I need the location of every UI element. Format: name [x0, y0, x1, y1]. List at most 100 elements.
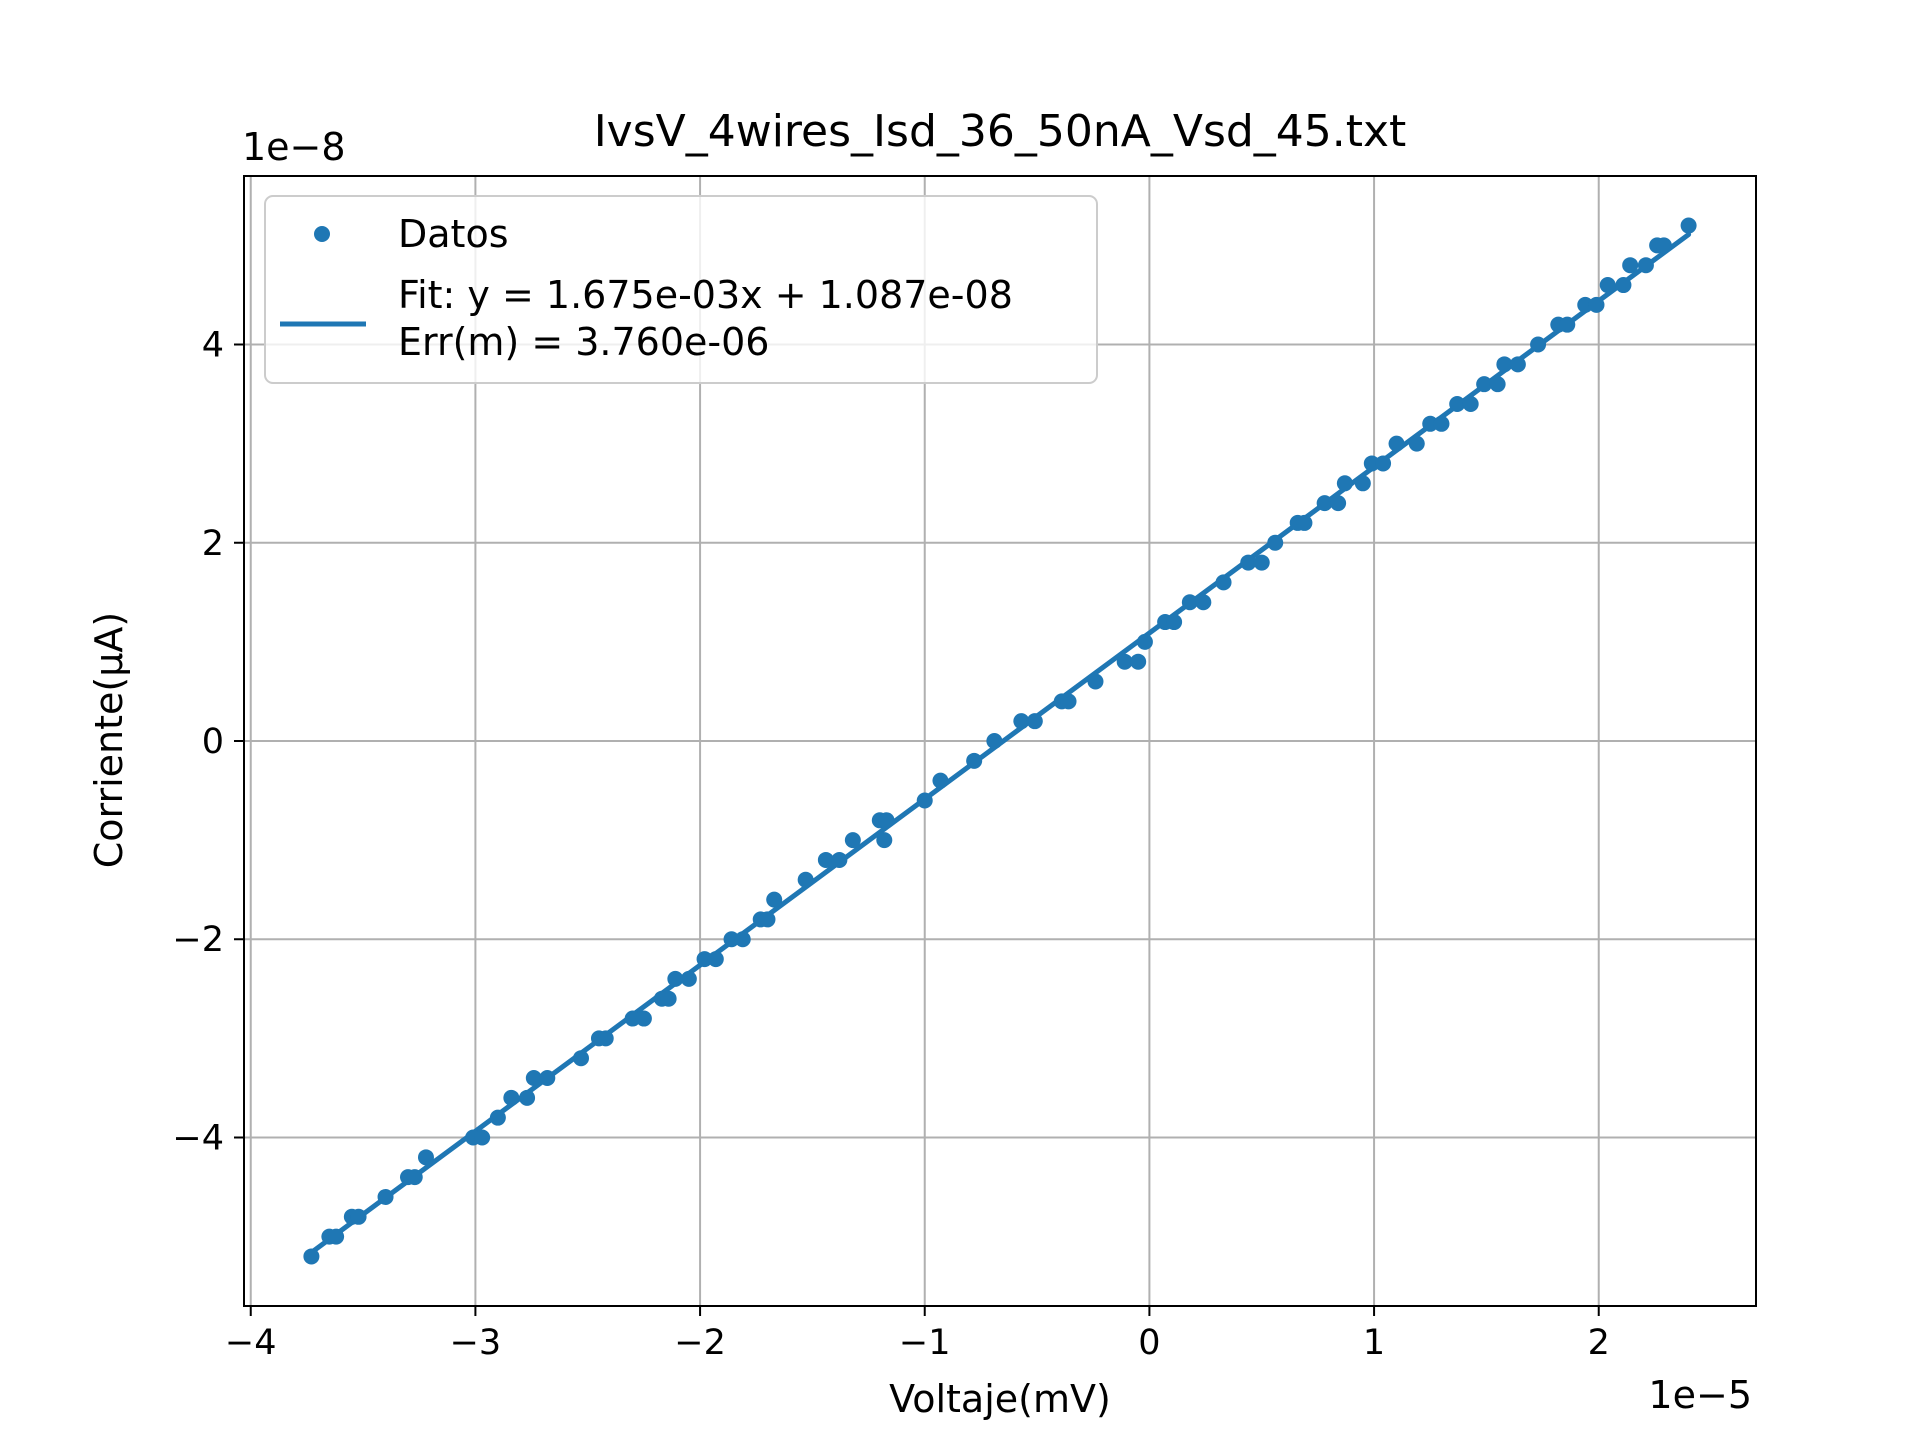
data-point — [597, 1030, 614, 1047]
legend-label-fit-line: Fit: y = 1.675e-03x + 1.087e-08 — [398, 273, 1013, 317]
data-point — [723, 931, 740, 948]
data-point — [474, 1129, 491, 1146]
x-tick-label: 0 — [1138, 1323, 1160, 1363]
data-point — [303, 1248, 320, 1265]
data-point — [1166, 614, 1183, 631]
x-axis-ticks: −4 −3 −2 −1 0 1 2 — [225, 1306, 1610, 1363]
data-point — [1462, 395, 1479, 412]
data-point — [1559, 316, 1576, 333]
x-tick-label: −4 — [225, 1323, 277, 1363]
data-point — [635, 1010, 652, 1027]
legend-label-fit-line: Err(m) = 3.760e-06 — [398, 320, 769, 364]
data-point — [1637, 257, 1654, 274]
data-point — [1296, 514, 1313, 531]
data-point — [406, 1169, 423, 1186]
data-point — [489, 1109, 506, 1126]
y-axis-offset-label: 1e−8 — [242, 125, 346, 169]
x-tick-label: 2 — [1588, 1323, 1610, 1363]
data-point — [797, 871, 814, 888]
data-point — [1433, 415, 1450, 432]
data-point — [1215, 574, 1232, 591]
data-point — [1195, 594, 1212, 611]
data-point — [966, 752, 983, 769]
data-point — [1330, 495, 1347, 512]
data-point — [667, 970, 684, 987]
data-point — [1354, 475, 1371, 492]
data-point — [1615, 277, 1632, 294]
data-point — [680, 970, 697, 987]
data-point — [525, 1070, 542, 1087]
data-point — [1577, 296, 1594, 313]
data-point — [1336, 475, 1353, 492]
data-point — [1680, 217, 1697, 234]
data-point — [417, 1149, 434, 1166]
data-point — [759, 911, 776, 928]
data-point — [1087, 673, 1104, 690]
data-point — [377, 1188, 394, 1205]
data-points — [303, 217, 1697, 1265]
data-point — [916, 792, 933, 809]
data-point — [1375, 455, 1392, 472]
data-point — [1363, 455, 1380, 472]
data-point — [539, 1070, 556, 1087]
data-point — [1130, 653, 1147, 670]
data-point — [1489, 376, 1506, 393]
data-point — [1599, 277, 1616, 294]
data-point — [1509, 356, 1526, 373]
data-point — [660, 990, 677, 1007]
data-point — [1655, 237, 1672, 254]
data-point — [831, 851, 848, 868]
y-axis-ticks: −4 −2 0 2 4 — [172, 326, 244, 1158]
data-point — [1530, 336, 1547, 353]
y-tick-label: 2 — [202, 524, 224, 564]
legend-label-fit: Fit: y = 1.675e-03x + 1.087e-08 Err(m) = … — [398, 273, 1013, 364]
data-point — [932, 772, 949, 789]
data-point — [1408, 435, 1425, 452]
legend-label-datos: Datos — [398, 212, 509, 256]
data-point — [624, 1010, 641, 1027]
data-point — [1026, 713, 1043, 730]
data-point — [1116, 653, 1133, 670]
data-point — [1588, 296, 1605, 313]
data-point — [878, 812, 895, 829]
data-point — [817, 851, 834, 868]
data-point — [1181, 594, 1198, 611]
data-point — [1476, 376, 1493, 393]
y-axis-label: Corriente(μA) — [87, 612, 131, 868]
x-tick-label: −1 — [899, 1323, 951, 1363]
data-point — [707, 951, 724, 968]
legend-box — [264, 195, 1098, 384]
data-point — [1253, 554, 1270, 571]
data-point — [328, 1228, 345, 1245]
data-point — [1060, 693, 1077, 710]
data-point — [766, 891, 783, 908]
data-point — [696, 951, 713, 968]
x-axis-label: Voltaje(mV) — [889, 1377, 1111, 1421]
chart-title: IvsV_4wires_Isd_36_50nA_Vsd_45.txt — [594, 106, 1407, 157]
data-point — [503, 1089, 520, 1106]
data-point — [734, 931, 751, 948]
data-point — [876, 832, 893, 849]
data-point — [1422, 415, 1439, 432]
data-point — [1622, 257, 1639, 274]
x-tick-label: 1 — [1363, 1323, 1385, 1363]
legend: Datos Fit: y = 1.675e-03x + 1.087e-08 Err… — [264, 195, 1098, 384]
y-tick-label: −4 — [172, 1118, 224, 1158]
data-point — [1449, 395, 1466, 412]
data-point — [1388, 435, 1405, 452]
data-point — [844, 832, 861, 849]
data-point — [1136, 633, 1153, 650]
data-point — [350, 1208, 367, 1225]
data-point — [1267, 534, 1284, 551]
x-tick-label: −3 — [450, 1323, 502, 1363]
y-tick-label: 0 — [202, 722, 224, 762]
x-tick-label: −2 — [674, 1323, 726, 1363]
data-point — [1240, 554, 1257, 571]
data-point — [572, 1050, 589, 1067]
data-point — [986, 733, 1003, 749]
legend-marker-datos — [314, 226, 330, 242]
y-tick-label: 4 — [202, 326, 224, 366]
x-axis-offset-label: 1e−5 — [1648, 1373, 1752, 1417]
